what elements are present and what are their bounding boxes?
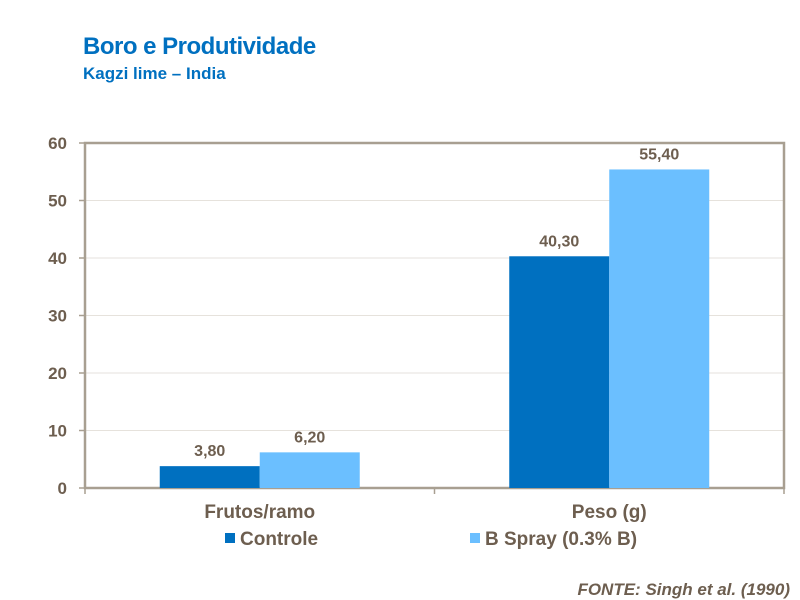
y-tick-label: 20	[48, 364, 67, 383]
y-tick-label: 40	[48, 249, 67, 268]
y-tick-label: 30	[48, 307, 67, 326]
chart-title: Boro e Produtividade	[83, 33, 316, 60]
bar-controle	[159, 466, 260, 488]
data-label: 3,80	[194, 443, 225, 460]
y-tick-label: 60	[48, 134, 67, 153]
x-category-label: Frutos/ramo	[204, 502, 315, 523]
data-label: 55,40	[639, 146, 679, 163]
bar-controle	[509, 256, 610, 488]
legend-label: Controle	[240, 529, 318, 550]
y-tick-label: 0	[58, 479, 67, 498]
y-tick-label: 10	[48, 422, 67, 441]
data-label: 40,30	[539, 233, 579, 250]
source-note: FONTE: Singh et al. (1990)	[577, 580, 790, 599]
legend-swatch	[470, 533, 480, 543]
legend-label: B Spray (0.3% B)	[485, 529, 637, 550]
bar-b-spray-0-3-b-	[259, 452, 360, 488]
bar-b-spray-0-3-b-	[609, 169, 710, 488]
legend-swatch	[225, 533, 235, 543]
chart-subtitle: Kagzi lime – India	[83, 64, 226, 83]
data-label: 6,20	[294, 429, 325, 446]
y-tick-label: 50	[48, 192, 67, 211]
x-category-label: Peso (g)	[572, 502, 647, 523]
